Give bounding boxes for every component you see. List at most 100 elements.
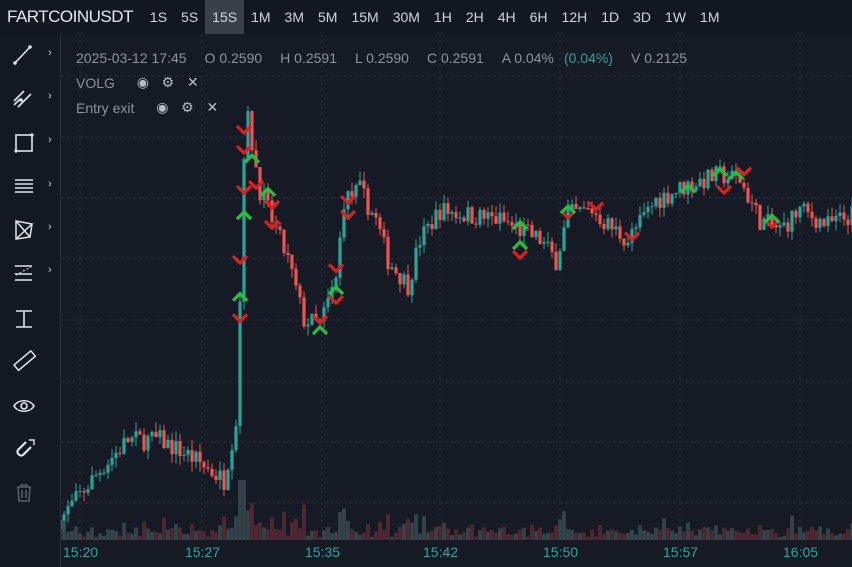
timeframe-15m[interactable]: 15M bbox=[351, 9, 379, 25]
fib-channel-tool-button[interactable] bbox=[8, 82, 40, 114]
rectangle-tool-button[interactable] bbox=[8, 126, 40, 158]
volume-bar bbox=[226, 528, 230, 540]
volume-bar bbox=[826, 528, 830, 540]
candle-body bbox=[402, 274, 406, 285]
volume-bar bbox=[790, 515, 794, 540]
timeframe-1d[interactable]: 1D bbox=[601, 9, 620, 25]
indicator-volg: VOLG ◉ ⚙ ✕ bbox=[76, 70, 705, 95]
candle-body bbox=[342, 209, 346, 238]
time-tick-label: 16:05 bbox=[783, 544, 819, 560]
candle-body bbox=[186, 450, 190, 455]
volume-bar bbox=[394, 532, 398, 540]
candle-body bbox=[214, 475, 218, 480]
candle-body bbox=[654, 197, 658, 207]
candle-body bbox=[422, 226, 426, 246]
gear-icon[interactable]: ⚙ bbox=[161, 74, 175, 90]
timeframe-1s[interactable]: 1S bbox=[149, 9, 168, 25]
trash-tool-button[interactable] bbox=[8, 476, 40, 508]
symbol-name[interactable]: FARTCOINUSDT bbox=[7, 7, 133, 26]
volume-bar bbox=[234, 516, 238, 540]
gear-icon[interactable]: ⚙ bbox=[181, 99, 194, 115]
volume-bar bbox=[666, 528, 670, 540]
candle-body bbox=[806, 203, 810, 212]
close-icon[interactable]: ✕ bbox=[187, 74, 199, 90]
trend-line-tool-button[interactable] bbox=[8, 39, 40, 71]
price-chart[interactable] bbox=[61, 34, 852, 567]
candle-body bbox=[370, 212, 374, 215]
candle-body bbox=[426, 224, 430, 227]
chevron-right-icon[interactable]: › bbox=[48, 90, 52, 102]
candle-body bbox=[142, 434, 146, 451]
volume-bar bbox=[530, 524, 534, 540]
volume-bar bbox=[110, 529, 114, 540]
candle-body bbox=[266, 191, 270, 201]
candle-body bbox=[626, 242, 630, 246]
candle-body bbox=[762, 218, 766, 230]
candle-body bbox=[286, 252, 290, 256]
legend-close: C 0.2591 bbox=[426, 49, 484, 66]
timeframe-3d[interactable]: 3D bbox=[633, 9, 652, 25]
candle-body bbox=[826, 216, 830, 226]
volume-bar bbox=[326, 526, 330, 540]
candle-body bbox=[550, 241, 554, 252]
candle-body bbox=[374, 212, 378, 218]
volume-bar bbox=[330, 533, 334, 540]
candle-body bbox=[750, 202, 754, 204]
candle-body bbox=[290, 255, 294, 269]
timeframe-2h[interactable]: 2H bbox=[465, 9, 484, 25]
candle-body bbox=[250, 111, 254, 151]
timeframe-1w[interactable]: 1W bbox=[665, 9, 687, 25]
eye-icon[interactable]: ◉ bbox=[136, 74, 150, 90]
volume-bar bbox=[122, 522, 126, 540]
magnet-tool-button[interactable] bbox=[8, 432, 40, 464]
timeframe-15s[interactable]: 15S bbox=[205, 0, 245, 34]
close-icon[interactable]: ✕ bbox=[206, 99, 219, 115]
eye-tool-button[interactable] bbox=[8, 389, 40, 421]
candle-body bbox=[306, 324, 310, 327]
candle-body bbox=[498, 212, 502, 224]
horizontal-lines-tool-button[interactable] bbox=[8, 170, 40, 202]
candle-body bbox=[578, 207, 582, 210]
volume-bar bbox=[730, 528, 734, 540]
chevron-right-icon[interactable]: › bbox=[48, 264, 52, 276]
timeframe-3m[interactable]: 3M bbox=[284, 9, 304, 25]
buy-marker bbox=[763, 213, 781, 224]
volume-bar bbox=[734, 530, 738, 540]
timeframe-12h[interactable]: 12H bbox=[561, 9, 588, 25]
pattern-tool-button[interactable] bbox=[8, 213, 40, 245]
candle-body bbox=[298, 285, 302, 298]
timeframe-bar: FARTCOINUSDT 1S 5S 15S 1M 3M 5M 15M 30M 1H 2H 4H 6H… bbox=[0, 0, 852, 34]
volume-bar bbox=[166, 529, 170, 540]
volume-bar bbox=[194, 531, 198, 540]
timeframe-6h[interactable]: 6H bbox=[529, 9, 548, 25]
chevron-right-icon[interactable]: › bbox=[48, 134, 52, 146]
timeframe-1h[interactable]: 1H bbox=[433, 9, 452, 25]
sell-marker bbox=[231, 254, 249, 266]
legend-change: (0.04%) bbox=[563, 49, 613, 66]
timeframe-5m[interactable]: 5M bbox=[318, 9, 338, 25]
candle-body bbox=[398, 273, 402, 285]
measure-tool-button[interactable] bbox=[8, 302, 40, 334]
chevron-right-icon[interactable]: › bbox=[48, 178, 52, 190]
timeframe-5s[interactable]: 5S bbox=[181, 9, 199, 25]
parallel-channel-tool-button[interactable] bbox=[8, 256, 40, 288]
eye-icon[interactable]: ◉ bbox=[156, 99, 169, 115]
volume-bar bbox=[338, 512, 342, 540]
volume-bar bbox=[710, 530, 714, 540]
candle-body bbox=[830, 216, 834, 222]
candle-body bbox=[334, 277, 338, 288]
candle-body bbox=[678, 182, 682, 193]
timeframe-1m[interactable]: 1M bbox=[700, 9, 720, 25]
chevron-right-icon[interactable]: › bbox=[48, 221, 52, 233]
candle-body bbox=[218, 470, 222, 480]
timeframe-30m[interactable]: 30M bbox=[392, 9, 420, 25]
candle-body bbox=[102, 472, 106, 474]
volume-bar bbox=[314, 530, 318, 540]
volume-bar bbox=[274, 529, 278, 540]
timeframe-1m[interactable]: 1M bbox=[251, 9, 271, 25]
chevron-right-icon[interactable]: › bbox=[48, 47, 52, 59]
volume-bar bbox=[754, 534, 758, 540]
ruler-tool-button[interactable] bbox=[8, 344, 40, 376]
volume-bar bbox=[458, 534, 462, 540]
timeframe-4h[interactable]: 4H bbox=[497, 9, 516, 25]
